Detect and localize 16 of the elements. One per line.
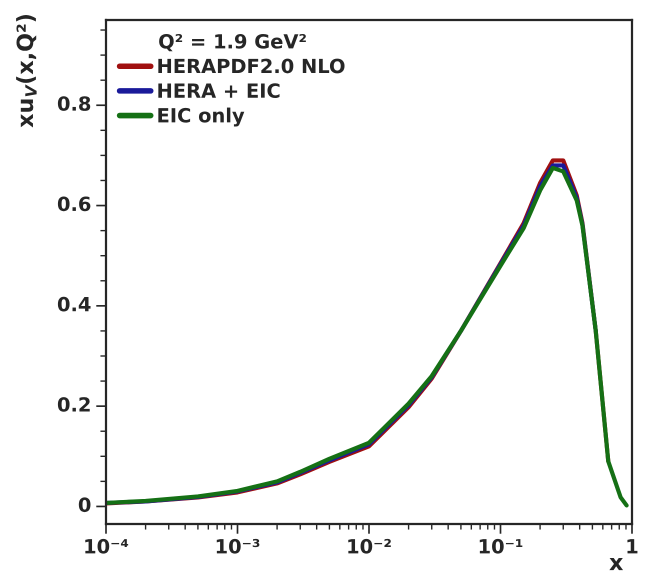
legend-label: HERAPDF2.0 NLO xyxy=(158,58,345,74)
legend-label: HERA + EIC xyxy=(158,83,280,98)
x-tick-label: 10⁻¹ xyxy=(480,538,522,554)
x-tick-label: 1 xyxy=(627,539,638,554)
x-tick-label: 10⁻⁴ xyxy=(85,538,128,554)
y-tick-label: 0.4 xyxy=(58,296,91,312)
x-axis-title: x xyxy=(609,558,624,570)
y-tick-label: 0 xyxy=(78,497,90,512)
x-tick-label: 10⁻² xyxy=(348,538,391,554)
y-tick-label: 0.8 xyxy=(58,96,90,111)
y-tick-label: 0.2 xyxy=(58,397,90,412)
x-tick-label: 10⁻³ xyxy=(216,538,260,554)
legend-label: EIC only xyxy=(158,108,244,127)
legend-title: Q² = 1.9 GeV² xyxy=(159,34,306,52)
y-axis-title: xu$_{V}$(x,Q²) xyxy=(16,15,37,128)
y-tick-label: 0.6 xyxy=(58,196,90,212)
